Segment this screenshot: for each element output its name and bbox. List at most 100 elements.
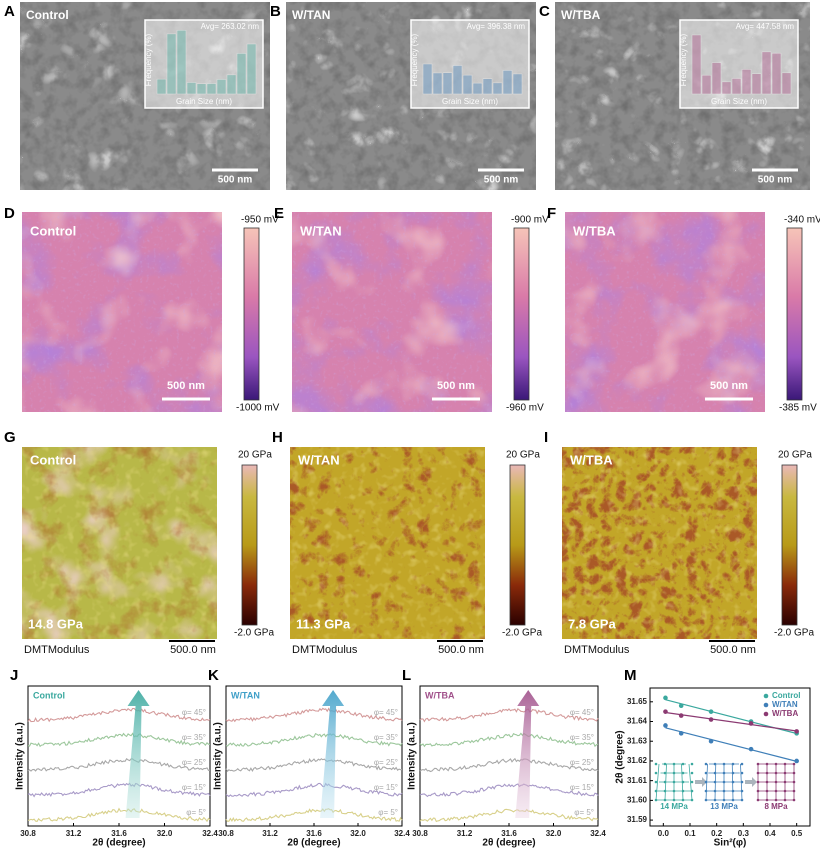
x-tick-label: 32.4: [590, 829, 606, 838]
panel-letter: C: [539, 3, 550, 20]
arrow: [695, 777, 707, 787]
sample-label: W/TBA: [570, 452, 613, 467]
xrd-curve: [27, 757, 211, 772]
scale-label: 500 nm: [167, 380, 205, 392]
legend-marker: [763, 711, 769, 717]
scale-label: 500 nm: [437, 380, 475, 392]
scale-label: 500 nm: [710, 380, 748, 392]
panel-letter: M: [624, 667, 637, 684]
panel-letter: H: [272, 429, 283, 446]
y-tick-label: 31.63: [627, 736, 648, 745]
lattice: [756, 762, 796, 802]
inset-bar: [711, 62, 722, 95]
x-tick-label: 0.1: [684, 829, 696, 838]
kpfm-image: [22, 212, 222, 412]
y-tick-label: 31.61: [627, 776, 648, 785]
inset-bar: [731, 78, 742, 95]
plot-frame: [419, 685, 599, 827]
colorbar-min: -385 mV: [779, 403, 817, 414]
inset-xlabel: Grain Size (nm): [442, 97, 498, 106]
scale-label: 500.0 nm: [710, 644, 756, 656]
x-tick-label: 31.2: [262, 829, 278, 838]
plot-frame: [225, 685, 403, 827]
panel-letter: D: [4, 205, 15, 222]
curve-label: φ= 25°: [570, 758, 594, 767]
panel-letter: K: [208, 667, 219, 684]
y-tick-label: 31.59: [627, 815, 648, 824]
inset-bar: [701, 74, 712, 95]
scale-label: 500.0 nm: [438, 644, 484, 656]
xrd-curve: [419, 732, 599, 748]
colorbar-max: 20 GPa: [778, 450, 812, 461]
panel-letter: E: [274, 205, 284, 222]
y-axis-label: 2θ (degree): [615, 730, 626, 783]
inset-bar: [226, 74, 237, 95]
modulus-value: 14.8 GPa: [28, 616, 84, 631]
xrd-curve: [225, 808, 403, 823]
sample-label: W/TAN: [300, 223, 342, 238]
panel-letter: A: [4, 3, 15, 20]
x-tick-label: 0.4: [764, 829, 776, 838]
inset-bar: [502, 70, 513, 95]
inset-xlabel: Grain Size (nm): [711, 97, 767, 106]
sample-label: W/TBA: [561, 8, 601, 22]
inset-bar: [472, 82, 483, 95]
stress-label: 14 MPa: [660, 802, 688, 811]
kpfm-image: [292, 212, 492, 412]
inset-bar: [492, 82, 503, 95]
y-axis-label: Intensity (a.u.): [15, 722, 26, 790]
xrd-curve: [27, 707, 211, 723]
x-tick-label: 0.5: [791, 829, 803, 838]
x-tick-label: 32.0: [157, 829, 173, 838]
inset-bar: [186, 82, 197, 95]
data-point: [708, 709, 714, 714]
colorbar: [509, 464, 526, 626]
xrd-curve: [27, 732, 211, 748]
panel-letter: I: [544, 429, 548, 446]
scale-label: 500 nm: [218, 175, 253, 186]
curve-label: φ= 5°: [378, 808, 398, 817]
curve-label: φ= 15°: [570, 783, 594, 792]
sample-label: W/TAN: [298, 452, 340, 467]
inset-bar: [462, 74, 473, 95]
x-tick-label: 31.2: [66, 829, 82, 838]
curve-label: φ= 5°: [574, 808, 594, 817]
x-tick-label: 31.6: [111, 829, 127, 838]
legend-label: W/TAN: [772, 700, 798, 709]
y-tick-label: 31.64: [627, 717, 648, 726]
inset-bar: [236, 53, 247, 95]
panel-letter: L: [402, 667, 411, 684]
arrow: [125, 690, 150, 818]
curve-label: φ= 35°: [374, 733, 398, 742]
colorbar-max: -340 mV: [784, 215, 820, 226]
x-axis-label: 2θ (degree): [287, 838, 340, 849]
arrow: [745, 777, 757, 787]
colorbar-max: -900 mV: [511, 215, 549, 226]
colorbar-min: -2.0 GPa: [502, 628, 542, 639]
colorbar-max: 20 GPa: [506, 450, 540, 461]
inset: [410, 19, 530, 109]
x-tick-label: 30.8: [218, 829, 234, 838]
legend-label: W/TBA: [772, 709, 798, 718]
scale-label: 500 nm: [758, 175, 793, 186]
legend-marker: [763, 693, 769, 699]
curve-label: φ= 15°: [182, 783, 206, 792]
data-point: [678, 713, 684, 718]
modulus-image: [562, 447, 757, 639]
colorbar-min: -2.0 GPa: [234, 628, 274, 639]
modulus-value: 11.3 GPa: [296, 616, 351, 631]
inset-bar: [482, 78, 493, 95]
x-tick-label: 30.8: [20, 829, 36, 838]
colorbar: [786, 227, 803, 401]
x-tick-label: 32.4: [394, 829, 410, 838]
curve-label: φ= 35°: [570, 733, 594, 742]
xrd-curve: [419, 707, 599, 723]
x-tick-label: 30.8: [412, 829, 428, 838]
data-point: [678, 731, 684, 736]
kpfm-image: [565, 212, 765, 412]
inset-bar: [771, 52, 782, 95]
sample-label: Control: [30, 452, 76, 467]
lattice: [654, 762, 694, 802]
data-point: [794, 729, 799, 734]
